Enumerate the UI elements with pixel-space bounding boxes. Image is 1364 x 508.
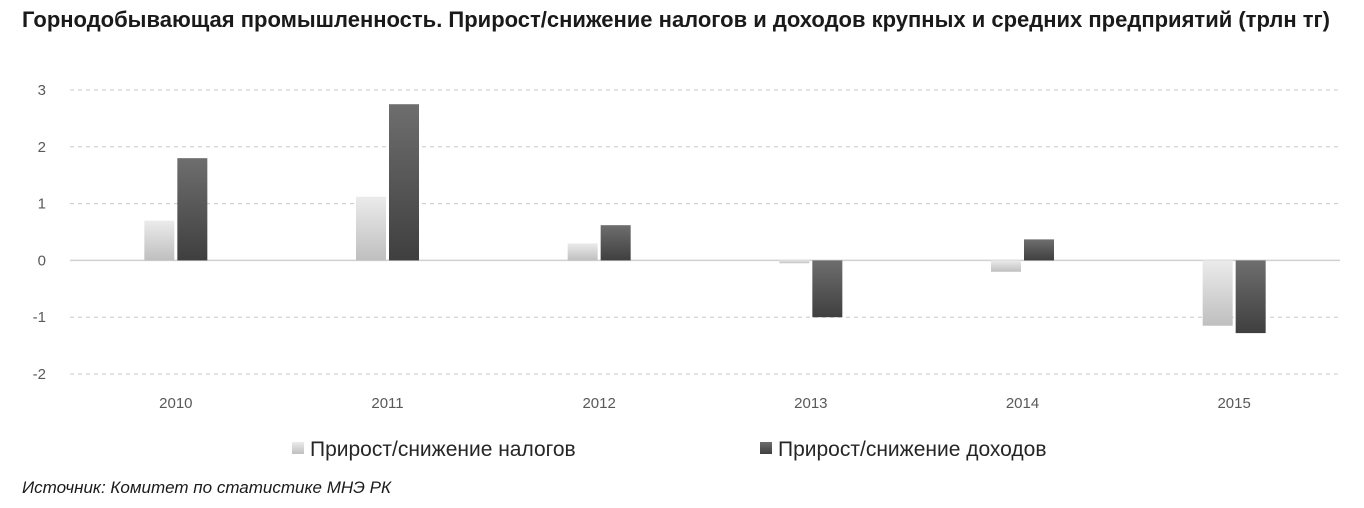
bar-taxes-2011 [356,196,386,261]
bar-income-2013 [812,260,843,318]
x-tick-label: 2011 [371,395,403,412]
legend-label-taxes: Прирост/снижение налогов [310,438,576,461]
x-tick-label: 2012 [582,395,615,412]
y-tick-label: 1 [38,196,46,213]
y-tick-label: -1 [33,309,46,326]
y-axis: -2 -1 0 1 2 3 [33,82,46,383]
source-note: Источник: Комитет по статистике МНЭ РК [22,478,392,497]
bar-income-2012 [600,225,631,261]
gridlines [70,89,1340,375]
legend-swatch-taxes [292,442,304,454]
x-tick-label: 2014 [1006,395,1039,412]
bar-income-2010 [177,158,208,261]
legend: Прирост/снижение налогов Прирост/снижение… [292,438,1046,461]
chart-title: Горнодобывающая промышленность. Прирост/… [22,7,1330,32]
x-tick-label: 2015 [1217,395,1250,412]
x-axis: 2010 2011 2012 2013 2014 2015 [159,395,1251,412]
x-tick-label: 2013 [794,395,827,412]
y-tick-label: 0 [38,252,46,269]
legend-label-income: Прирост/снижение доходов [778,438,1046,461]
bar-taxes-2013 [779,260,810,264]
bar-taxes-2014 [991,260,1021,272]
bar-income-2014 [1024,239,1054,261]
bar-taxes-2010 [144,220,175,261]
legend-swatch-income [760,442,772,454]
bars [144,104,1266,334]
x-tick-label: 2010 [159,395,192,412]
bar-income-2015 [1235,260,1266,334]
bar-income-2011 [389,104,419,261]
bar-taxes-2012 [567,243,598,261]
y-tick-label: -2 [33,366,46,383]
y-tick-label: 3 [38,82,46,99]
y-tick-label: 2 [38,139,46,156]
bar-taxes-2015 [1202,260,1233,326]
